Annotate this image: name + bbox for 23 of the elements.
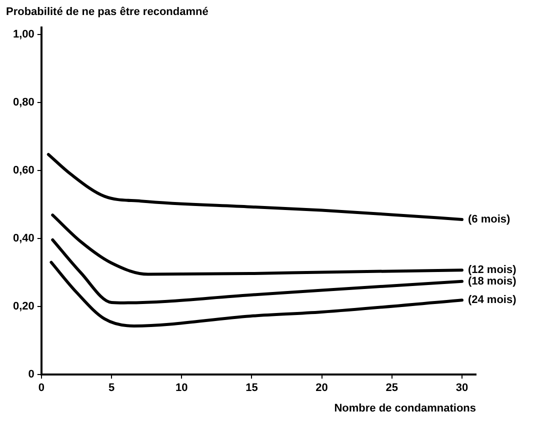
- line-series: [51, 214, 464, 276]
- y-tick-label: 0,20: [12, 300, 34, 313]
- x-tick-label: 20: [316, 382, 328, 394]
- series-label: (18 mois): [468, 275, 517, 288]
- x-tick-label: 30: [456, 382, 468, 394]
- x-tick-label: 5: [108, 382, 115, 394]
- x-tick-label: 0: [38, 382, 44, 394]
- series-label: (12 mois): [468, 264, 517, 276]
- y-tick-label: 0: [28, 368, 34, 381]
- y-tick-label: 0,60: [12, 164, 34, 177]
- x-tick-label: 25: [386, 382, 398, 394]
- series-label: (24 mois): [468, 294, 517, 306]
- x-axis-title: Nombre de condamnations: [334, 402, 476, 414]
- x-tick-label: 15: [246, 382, 258, 394]
- line-series: [46, 152, 464, 221]
- line-series: [50, 260, 464, 328]
- x-tick-label: 10: [175, 382, 188, 394]
- y-tick-label: 1,00: [12, 28, 34, 40]
- series-label: (6 mois): [468, 214, 510, 226]
- y-tick-label: 0,80: [12, 96, 34, 108]
- y-tick-label: 0,40: [12, 232, 34, 245]
- line-series: [51, 238, 464, 304]
- y-axis-title: Probabilité de ne pas être recondamné: [6, 6, 208, 18]
